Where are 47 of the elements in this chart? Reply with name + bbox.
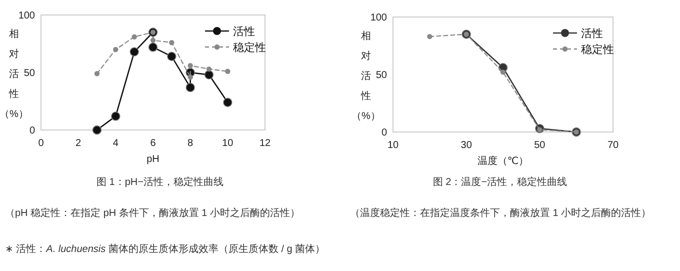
legend-label: 活性: [581, 28, 603, 40]
point: [167, 52, 176, 61]
y-tick-label: 100: [370, 12, 388, 24]
x-tick-label: 8: [188, 138, 194, 149]
x-axis-title: pH: [146, 154, 160, 165]
point: [206, 66, 212, 72]
point: [130, 47, 139, 56]
y-tick-label: 0: [381, 128, 388, 138]
point: [113, 46, 118, 52]
point: [94, 71, 100, 76]
point: [204, 70, 214, 80]
x-tick-label: 0: [38, 138, 44, 149]
point: [148, 42, 158, 52]
legend-label: 活性: [233, 26, 255, 38]
point: [188, 74, 193, 80]
x-tick-label: 30: [460, 140, 472, 151]
y-tick-label: 50: [24, 68, 36, 79]
x-tick-label: 4: [112, 138, 119, 149]
point: [188, 63, 193, 68]
text: （温度稳定性：在指定温度条件下，酶液放置 1 小时之后酶的活性）: [350, 207, 652, 219]
point: [225, 68, 230, 74]
point: [92, 125, 102, 135]
text: ∗ 活性：A. luchuensis 菌体的原生质体形成效率（原生质体数 / g 菌体）: [5, 243, 326, 255]
point: [500, 70, 506, 75]
text: （pH 稳定性：在指定 pH 条件下，酶液放置 1 小时之后酶的活性）: [5, 207, 300, 219]
point: [186, 82, 195, 92]
x-tick-label: 10: [387, 140, 399, 151]
text: 图 2：温度−活性，稳定性曲线: [432, 176, 568, 188]
point: [132, 34, 137, 40]
x-tick-label: 6: [150, 138, 156, 149]
x-tick-label: 2: [76, 138, 82, 149]
legend-label: 稳定性: [233, 41, 266, 54]
legend-label: 稳定性: [581, 43, 614, 56]
point: [111, 112, 120, 121]
x-tick-label: 10: [222, 138, 234, 149]
x-tick-label: 70: [607, 140, 619, 151]
x-tick-label: 12: [259, 138, 271, 149]
x-tick-label: 50: [534, 140, 546, 151]
x-axis-title: 温度（℃）: [477, 155, 529, 167]
text: 图 1：pH−活性，稳定性曲线: [96, 176, 224, 188]
point: [169, 40, 174, 46]
y-tick-label: 50: [376, 70, 388, 81]
y-tick-label: 0: [29, 126, 36, 136]
point: [223, 98, 232, 107]
point: [150, 38, 156, 43]
y-tick-label: 100: [18, 10, 36, 22]
point: [427, 34, 432, 40]
